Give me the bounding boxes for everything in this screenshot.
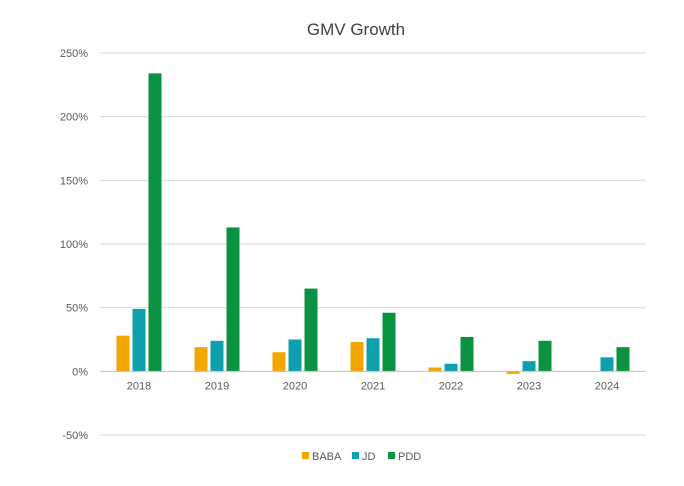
legend: BABA JD PDD bbox=[302, 451, 421, 463]
legend-label-baba: BABA bbox=[312, 451, 342, 463]
bar-jd-2022 bbox=[444, 363, 458, 372]
bar-pdd-2023 bbox=[538, 340, 552, 372]
bar-baba-2019 bbox=[194, 347, 208, 372]
x-tick-label: 2018 bbox=[127, 380, 151, 392]
bar-pdd-2020 bbox=[304, 288, 318, 372]
bar-pdd-2022 bbox=[460, 336, 474, 372]
y-axis-tick-labels: 250% 200% 150% 100% 50% 0% -50% bbox=[60, 48, 88, 442]
bar-pdd-2018 bbox=[148, 73, 162, 372]
bar-jd-2024 bbox=[600, 357, 614, 372]
x-tick-label: 2019 bbox=[205, 380, 229, 392]
chart-title: GMV Growth bbox=[307, 20, 405, 39]
x-tick-label: 2020 bbox=[283, 380, 307, 392]
bar-pdd-2021 bbox=[382, 312, 396, 372]
y-tick-label: 200% bbox=[60, 112, 88, 124]
bar-baba-2023 bbox=[506, 371, 520, 374]
bar-jd-2021 bbox=[366, 338, 380, 372]
gridlines bbox=[100, 52, 646, 436]
bar-baba-2018 bbox=[116, 335, 130, 372]
legend-swatch-jd bbox=[352, 452, 359, 459]
y-tick-label: 250% bbox=[60, 48, 88, 60]
bar-pdd-2019 bbox=[226, 227, 240, 372]
bar-jd-2023 bbox=[522, 361, 536, 372]
x-axis-tick-labels: 2018 2019 2020 2021 2022 2023 2024 bbox=[127, 380, 619, 392]
bars bbox=[116, 73, 630, 374]
x-tick-label: 2024 bbox=[595, 380, 619, 392]
x-tick-label: 2023 bbox=[517, 380, 541, 392]
y-tick-label: 50% bbox=[66, 303, 88, 315]
legend-label-jd: JD bbox=[362, 451, 376, 463]
bar-baba-2021 bbox=[350, 342, 364, 372]
bar-baba-2022 bbox=[428, 367, 442, 372]
x-tick-label: 2022 bbox=[439, 380, 463, 392]
bar-jd-2018 bbox=[132, 308, 146, 372]
y-tick-label: 100% bbox=[60, 239, 88, 251]
legend-swatch-pdd bbox=[388, 452, 395, 459]
legend-label-pdd: PDD bbox=[398, 451, 421, 463]
x-tick-label: 2021 bbox=[361, 380, 385, 392]
bar-pdd-2024 bbox=[616, 347, 630, 372]
y-tick-label: 0% bbox=[72, 366, 88, 378]
bar-jd-2019 bbox=[210, 340, 224, 372]
legend-swatch-baba bbox=[302, 452, 309, 459]
y-tick-label: -50% bbox=[62, 430, 88, 442]
bar-jd-2020 bbox=[288, 339, 302, 372]
y-tick-label: 150% bbox=[60, 175, 88, 187]
bar-baba-2020 bbox=[272, 352, 286, 372]
